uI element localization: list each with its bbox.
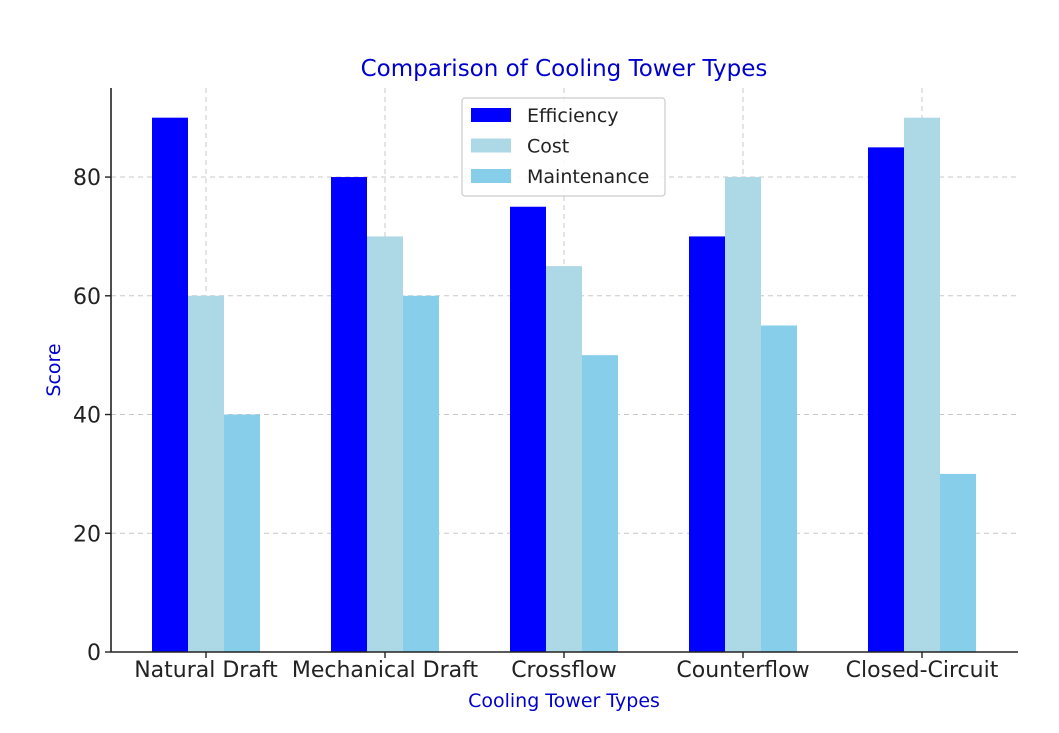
y-tick-label: 40: [73, 404, 101, 429]
bar-maintenance: [224, 414, 260, 652]
x-tick-label: Mechanical Draft: [292, 658, 479, 683]
legend-label: Cost: [527, 136, 569, 158]
legend-label: Efficiency: [527, 105, 619, 127]
y-axis-title: Score: [43, 343, 65, 396]
bar-cost: [367, 236, 403, 652]
y-tick-label: 20: [73, 522, 101, 547]
bar-efficiency: [689, 236, 725, 652]
bar-cost: [725, 177, 761, 653]
bar-maintenance: [940, 473, 976, 652]
legend-swatch: [471, 169, 511, 183]
legend-label: Maintenance: [527, 166, 649, 188]
y-tick-label: 80: [73, 166, 101, 191]
bar-maintenance: [761, 325, 797, 652]
bar-cost: [904, 117, 940, 653]
tick-labels: 0 20 40 60 80 Natural Draft Mechanical Draft Cr…: [73, 166, 999, 683]
bar-maintenance: [582, 355, 618, 652]
bar-cost: [546, 266, 582, 652]
bar-efficiency: [868, 147, 904, 653]
bar-cost: [188, 295, 224, 652]
y-tick-label: 60: [73, 285, 101, 310]
x-tick-label: Natural Draft: [134, 658, 278, 683]
legend-swatch: [471, 108, 511, 122]
legend-swatch: [471, 138, 511, 153]
x-tick-label: Crossflow: [511, 658, 617, 683]
legend: Efficiency Cost Maintenance: [461, 97, 666, 197]
x-axis-title: Cooling Tower Types: [468, 690, 660, 712]
x-tick-label: Closed-Circuit: [846, 658, 999, 683]
y-tick-label: 0: [87, 641, 101, 666]
bar-maintenance: [403, 295, 439, 652]
x-tick-label: Counterflow: [676, 658, 809, 683]
legend-box: [461, 97, 666, 197]
bars: [152, 117, 976, 653]
chart-title: Comparison of Cooling Tower Types: [361, 56, 768, 82]
bar-efficiency: [331, 177, 367, 653]
bar-efficiency: [510, 206, 546, 652]
bar-efficiency: [152, 117, 188, 653]
